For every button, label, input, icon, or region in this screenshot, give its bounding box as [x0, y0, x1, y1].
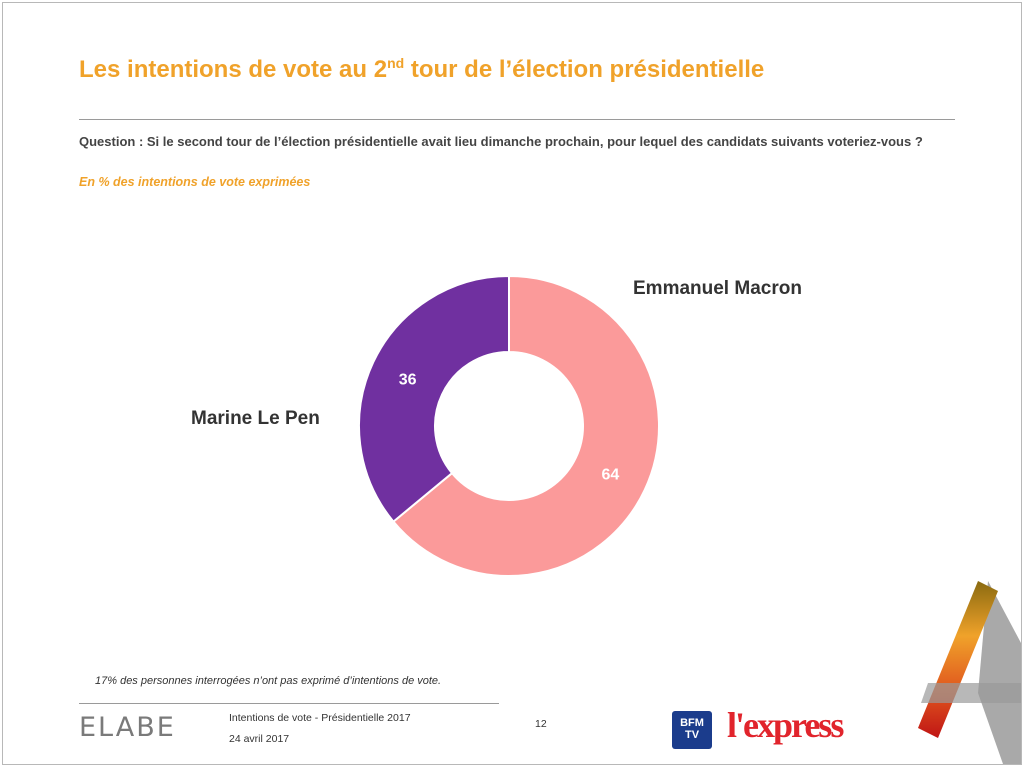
page-title: Les intentions de vote au 2nd tour de l’… — [79, 55, 764, 84]
donut-slice-1 — [358, 274, 510, 524]
slice-name-le-pen: Marine Le Pen — [191, 408, 320, 429]
elabe-logo: ELABE — [79, 712, 176, 743]
title-superscript: nd — [387, 55, 405, 71]
deco-stroke-right — [978, 581, 1021, 764]
donut-chart: 64 36 — [358, 274, 660, 577]
slice-name-macron: Emmanuel Macron — [633, 278, 802, 299]
question-text: Question : Si le second tour de l’électi… — [79, 134, 923, 149]
page-number: 12 — [535, 718, 547, 730]
deco-stroke-bar — [921, 683, 1021, 703]
lexpress-logo: l'express — [727, 705, 844, 745]
decorative-a-logo — [918, 581, 1021, 764]
donut-slice-0 — [392, 274, 660, 577]
footnote: 17% des personnes interrogées n’ont pas … — [95, 675, 442, 687]
donut-value-label-0: 64 — [601, 467, 619, 484]
title-divider — [79, 119, 955, 120]
footer-divider — [79, 703, 499, 704]
footer-date: 24 avril 2017 — [229, 733, 290, 745]
unit-note: En % des intentions de vote exprimées — [79, 175, 311, 189]
donut-value-label-1: 36 — [399, 371, 417, 388]
footer-title: Intentions de vote - Présidentielle 2017 — [229, 712, 411, 724]
bfm-tv-logo: BFM TV — [672, 711, 712, 749]
title-main: Les intentions de vote au 2 — [79, 56, 388, 83]
title-rest: tour de l’élection présidentielle — [404, 56, 765, 83]
